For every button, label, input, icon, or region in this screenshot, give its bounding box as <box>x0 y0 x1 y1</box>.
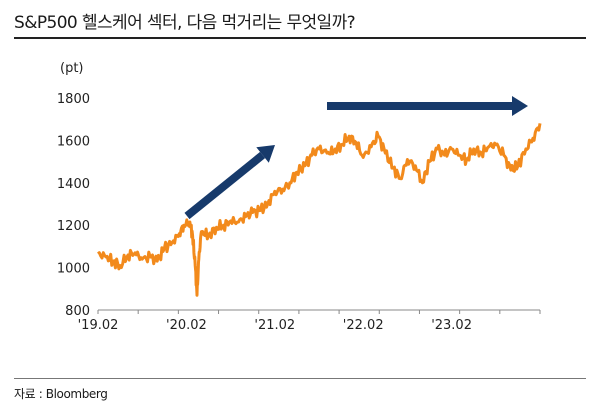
x-tick-label: '22.02 <box>343 318 384 333</box>
flat-trend-arrow <box>327 96 528 116</box>
x-tick-label: '20.02 <box>166 318 207 333</box>
line-chart: (pt) 800 1000 1200 1400 1600 1800 '19.02 '20.0… <box>57 61 542 333</box>
upward-trend-arrow <box>184 145 275 220</box>
series-line <box>97 123 542 297</box>
y-tick-label: 1200 <box>57 219 90 234</box>
y-unit-label: (pt) <box>60 61 84 76</box>
chart-title: S&P500 헬스케어 섹터, 다음 먹거리는 무엇일까? <box>14 13 356 33</box>
y-tick-label: 1600 <box>57 134 90 149</box>
x-axis: '19.02 '20.02 '21.02 '22.02 '23.02 <box>78 309 541 333</box>
y-tick-label: 800 <box>65 304 90 319</box>
y-axis: 800 1000 1200 1400 1600 1800 <box>57 92 90 319</box>
y-tick-label: 1000 <box>57 262 90 277</box>
top-rule <box>14 37 586 39</box>
y-tick-label: 1800 <box>57 92 90 107</box>
x-tick-label: '19.02 <box>78 318 119 333</box>
source-text: 자료 : Bloomberg <box>14 387 108 401</box>
bottom-rule <box>14 378 586 379</box>
x-tick-label: '21.02 <box>254 318 295 333</box>
x-tick-label: '23.02 <box>431 318 472 333</box>
y-tick-label: 1400 <box>57 177 90 192</box>
series-group <box>97 123 542 297</box>
trend-arrows <box>184 96 528 220</box>
